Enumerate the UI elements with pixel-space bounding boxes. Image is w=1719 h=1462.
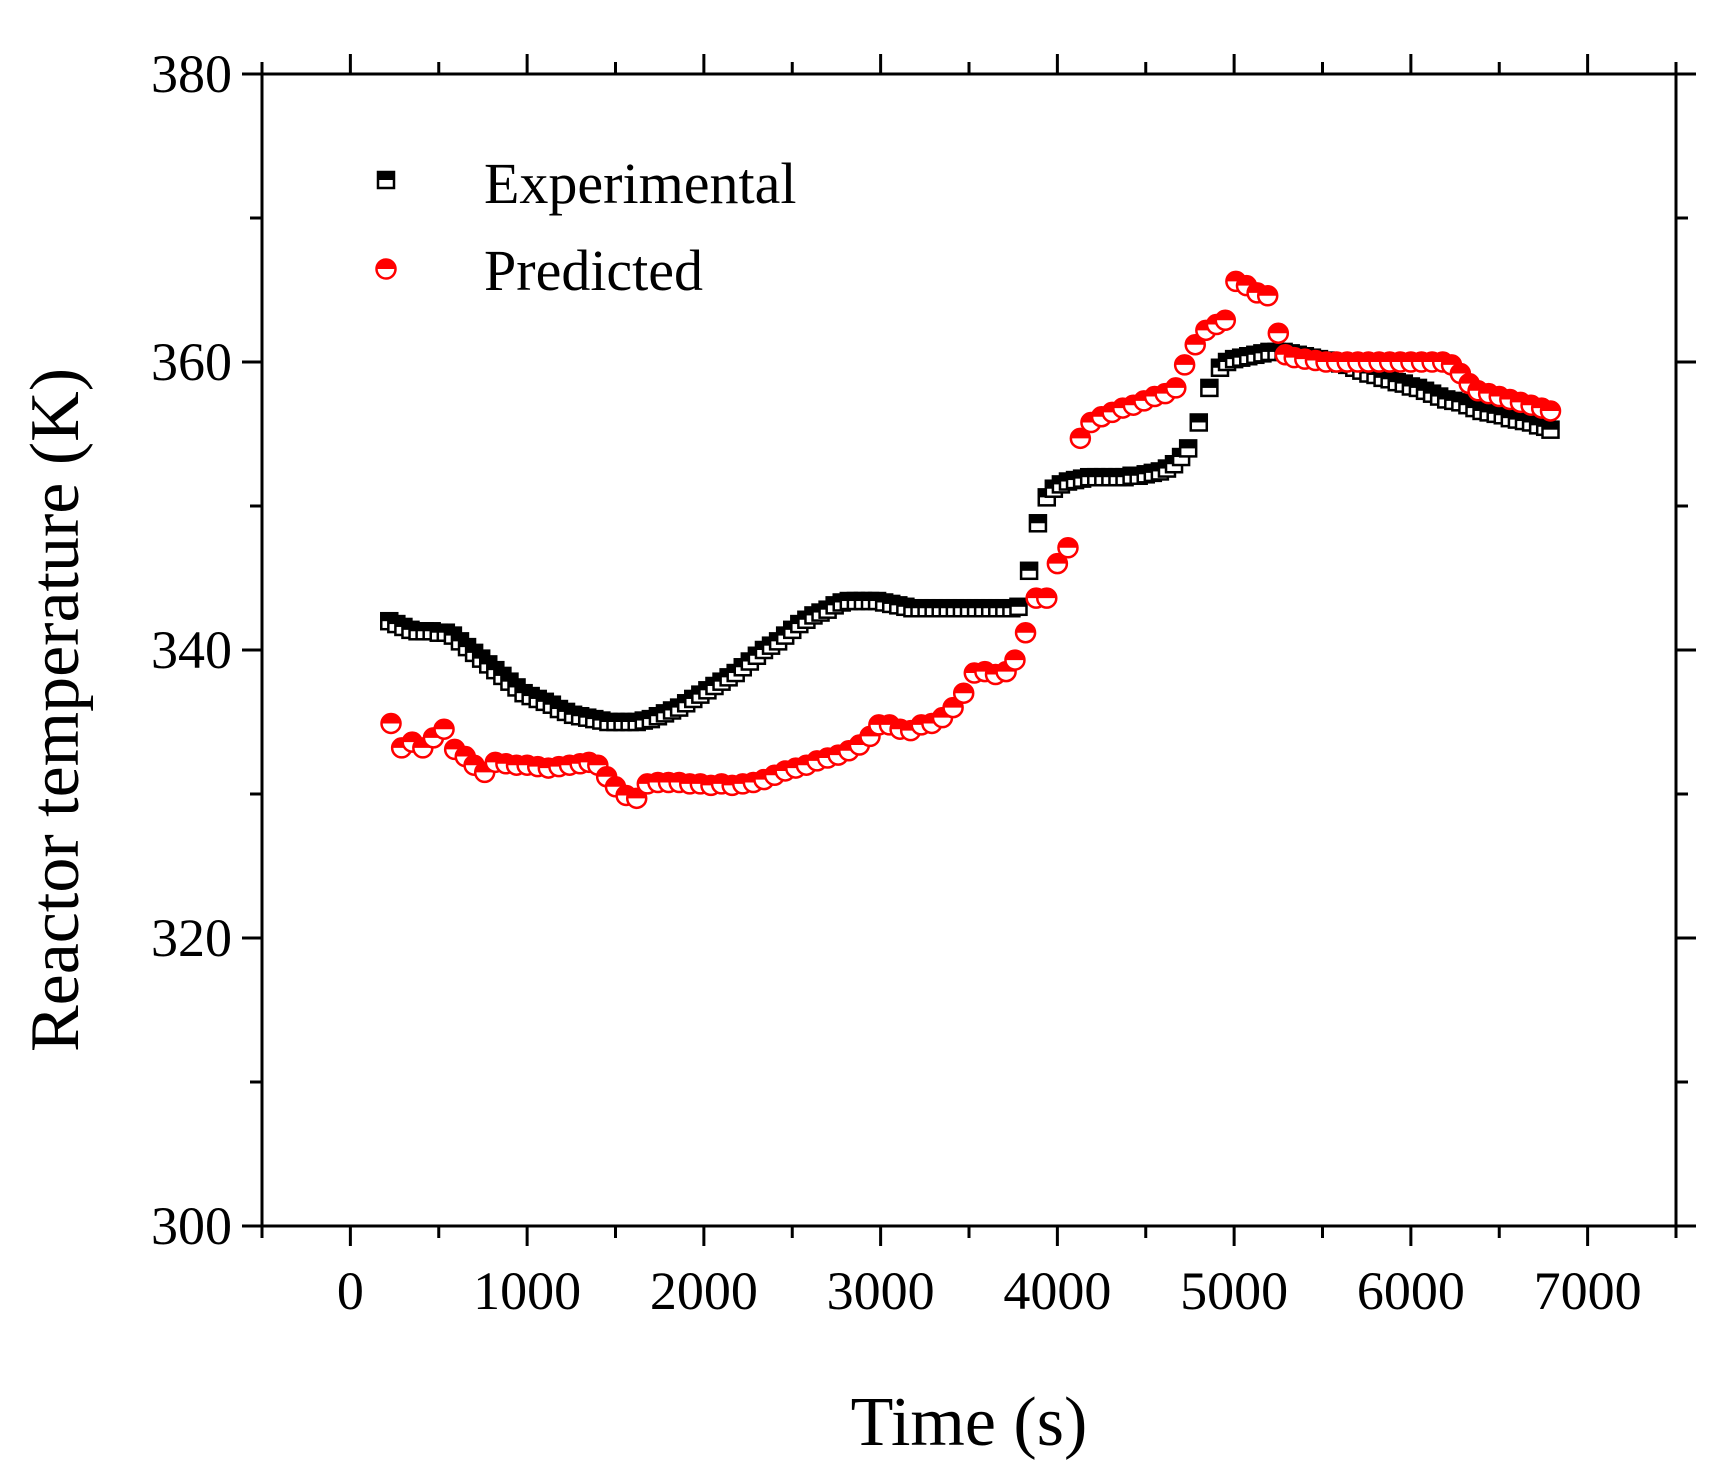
x-axis-title: Time (s) [851,1384,1088,1461]
y-axis-tick-labels: 300 320 340 360 380 [151,44,232,1256]
predicted-point [1014,621,1037,644]
legend-label-experimental: Experimental [484,151,796,216]
predicted-point [1214,309,1237,331]
predicted-point [1046,552,1069,575]
legend-marker-predicted [375,258,397,280]
predicted-point [1539,400,1562,422]
legend-label-predicted: Predicted [484,238,703,303]
experimental-point [1178,439,1198,458]
series-predicted [380,270,1562,810]
legend: Experimental Predicted [375,151,796,303]
x-axis-tick-labels: 0 1000 2000 3000 4000 5000 6000 7000 [337,1261,1642,1321]
y-tick-label: 360 [151,332,232,392]
predicted-point [1173,354,1196,376]
y-tick-label: 380 [151,44,232,104]
experimental-point [1189,413,1209,432]
y-tick-label: 340 [151,620,232,680]
x-tick-label: 6000 [1357,1261,1465,1321]
predicted-point [942,696,964,719]
x-tick-label: 1000 [473,1261,581,1321]
legend-circle-icon [375,258,397,280]
predicted-point [1004,649,1026,671]
predicted-point [433,718,455,740]
x-tick-label: 0 [337,1261,364,1321]
experimental-point [1541,420,1560,439]
predicted-point [1165,377,1187,399]
predicted-point [380,712,402,735]
series-experimental [380,342,1560,732]
experimental-point [1028,514,1048,533]
x-tick-label: 2000 [650,1261,758,1321]
legend-square-icon [376,170,396,190]
legend-marker-experimental [376,170,396,190]
experimental-point [1200,378,1219,398]
x-tick-label: 4000 [1003,1261,1111,1321]
predicted-point [952,682,975,704]
x-tick-label: 7000 [1534,1261,1642,1321]
y-tick-label: 320 [151,908,232,968]
y-axis-ticks [242,72,1696,1228]
legend-item-predicted: Predicted [375,238,703,303]
experimental-point [1009,597,1028,617]
experimental-point [1019,561,1039,581]
x-tick-label: 3000 [827,1261,935,1321]
predicted-point [1057,537,1079,559]
y-axis-title: Reactor temperature (K) [17,368,94,1052]
x-tick-label: 5000 [1180,1261,1288,1321]
predicted-point [1256,285,1279,307]
x-axis-ticks [260,54,1678,1246]
predicted-point [1267,322,1290,344]
predicted-point [1036,587,1058,609]
legend-item-experimental: Experimental [376,151,796,216]
y-tick-label: 300 [151,1196,232,1256]
